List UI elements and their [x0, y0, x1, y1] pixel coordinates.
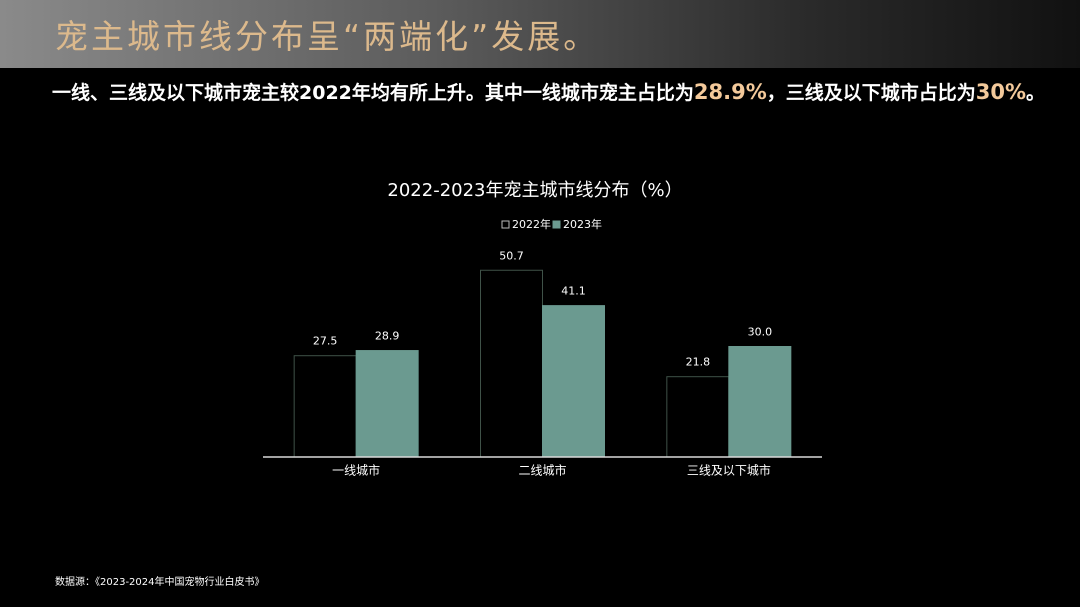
bar	[728, 346, 792, 458]
legend-label: 2022年	[512, 217, 551, 231]
value-label: 30.0	[748, 326, 773, 339]
subtitle-highlight: 30%	[975, 80, 1027, 104]
value-label: 28.9	[375, 330, 400, 343]
chart-title: 2022-2023年宠主城市线分布（%）	[387, 180, 682, 201]
x-tick-label: 二线城市	[518, 463, 566, 478]
legend-swatch	[501, 220, 510, 229]
subtitle-highlight: 28.9%	[693, 80, 767, 104]
subtitle: 一线、三线及以下城市宠主较2022年均有所上升。其中一线城市宠主占比为28.9%…	[52, 78, 1045, 105]
legend-swatch	[552, 220, 561, 229]
value-label: 27.5	[313, 335, 338, 348]
subtitle-text: 一线、三线及以下城市宠主较2022年均有所上升。其中一线城市宠主占比为	[52, 82, 694, 104]
bar	[293, 355, 357, 458]
header-band: 宠主城市线分布呈“两端化”发展。	[0, 0, 1080, 68]
bar	[480, 269, 543, 458]
x-tick-label: 一线城市	[332, 463, 380, 478]
value-label: 41.1	[561, 285, 586, 298]
x-tick-label: 三线及以下城市	[687, 463, 771, 478]
legend-label: 2023年	[563, 217, 602, 231]
value-label: 50.7	[499, 249, 524, 262]
bar	[542, 305, 605, 458]
source-note: 数据源：《2023-2024年中国宠物行业白皮书》	[55, 577, 265, 588]
slide-title: 宠主城市线分布呈“两端化”发展。	[55, 17, 600, 56]
subtitle-text: 。	[1026, 82, 1046, 104]
value-label: 21.8	[686, 356, 711, 369]
bar	[355, 350, 419, 458]
subtitle-text: ，三线及以下城市占比为	[766, 82, 976, 104]
bar	[666, 376, 730, 458]
